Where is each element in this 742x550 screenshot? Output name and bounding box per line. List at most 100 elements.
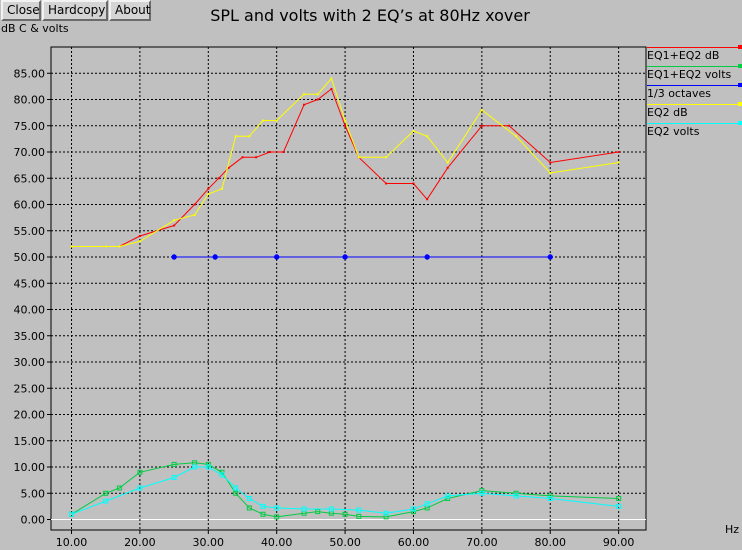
data-point [282,151,285,153]
data-point [118,245,121,248]
data-point [357,156,360,159]
data-point [234,135,237,138]
data-point [617,161,620,164]
series-2 [171,254,553,260]
legend-label: EQ2 dB [647,106,688,119]
y-tick-label: 85.00 [14,67,46,80]
data-point [205,464,211,470]
data-point [547,493,553,499]
data-point [424,501,430,507]
series-4 [69,464,622,517]
data-point [303,103,306,106]
data-point [246,505,252,511]
data-point [424,254,430,260]
x-tick-labels: 10.00 20.00 30.00 40.00 50.00 60.00 70.00 80.00… [56,536,635,549]
data-point [410,506,416,512]
data-point [233,485,239,491]
data-point [547,496,553,501]
data-point [513,493,519,499]
data-point [219,472,225,478]
data-point [217,177,220,180]
x-tick-label: 90.00 [603,536,635,549]
x-axis-unit-label: Hz [725,523,740,536]
x-tick-label: 70.00 [466,536,498,549]
data-point [219,469,225,475]
data-point [116,485,122,491]
data-point [212,254,218,260]
x-tick-label: 60.00 [398,536,430,549]
plot-area [50,46,647,531]
data-point [241,156,244,159]
data-point [342,254,348,260]
legend-marker [738,45,742,49]
data-point [508,124,511,127]
series-line [71,88,619,247]
data-point [207,187,210,190]
y-tick-label: 75.00 [14,120,46,133]
data-point [70,245,73,248]
series-1 [69,460,622,520]
data-point [445,493,451,499]
data-point [303,93,306,96]
data-point [316,98,319,101]
series-line [71,466,619,515]
chart-title: SPL and volts with 2 EQ’s at 80Hz xover [210,6,530,25]
y-tick-label: 20.00 [14,409,46,422]
data-point [262,119,265,122]
series-3 [70,77,620,248]
data-point [171,254,177,260]
data-point [356,507,362,513]
series-layer [69,77,622,520]
data-point [248,135,251,138]
data-point [479,490,485,496]
data-point [268,151,271,153]
data-point [103,490,109,496]
y-tick-label: 50.00 [14,251,46,264]
y-tick-label: 0.00 [21,514,46,527]
data-point [328,506,334,512]
data-point [104,245,107,248]
y-axis-label: dB C & volts [1,22,69,35]
data-point [549,172,552,174]
y-tick-label: 35.00 [14,330,46,343]
data-point [330,77,333,80]
y-tick-label: 60.00 [14,199,46,212]
data-point [246,496,252,501]
close-button[interactable]: Close [1,0,41,21]
y-tick-label: 25.00 [14,382,46,395]
about-button[interactable]: About [109,0,151,21]
legend-swatch [647,85,742,86]
data-point [385,156,388,159]
data-point [342,511,348,517]
data-point [410,509,416,515]
data-point [315,509,321,515]
data-point [274,505,280,511]
data-point [547,254,553,260]
data-point [445,496,451,501]
data-point [412,182,415,185]
data-point [138,240,141,243]
x-tick-label: 10.00 [56,536,88,549]
data-point [479,488,485,494]
data-point [446,166,449,169]
series-line [71,462,619,518]
data-point [171,475,177,480]
data-point [385,182,388,185]
data-point [138,235,141,237]
data-point [426,135,429,138]
legend-marker [738,102,742,106]
data-point [446,161,449,164]
legend-swatch [647,47,742,48]
data-point [344,124,347,127]
hardcopy-button[interactable]: Hardcopy [42,0,108,21]
y-tick-label: 70.00 [14,146,46,159]
data-point [330,88,333,90]
y-tick-label: 55.00 [14,225,46,238]
data-point [480,124,483,127]
x-tick-label: 40.00 [261,536,293,549]
data-point [344,119,347,122]
data-point [193,203,196,206]
legend-label: EQ2 volts [647,125,700,138]
data-point [549,161,552,164]
data-point [412,130,415,132]
